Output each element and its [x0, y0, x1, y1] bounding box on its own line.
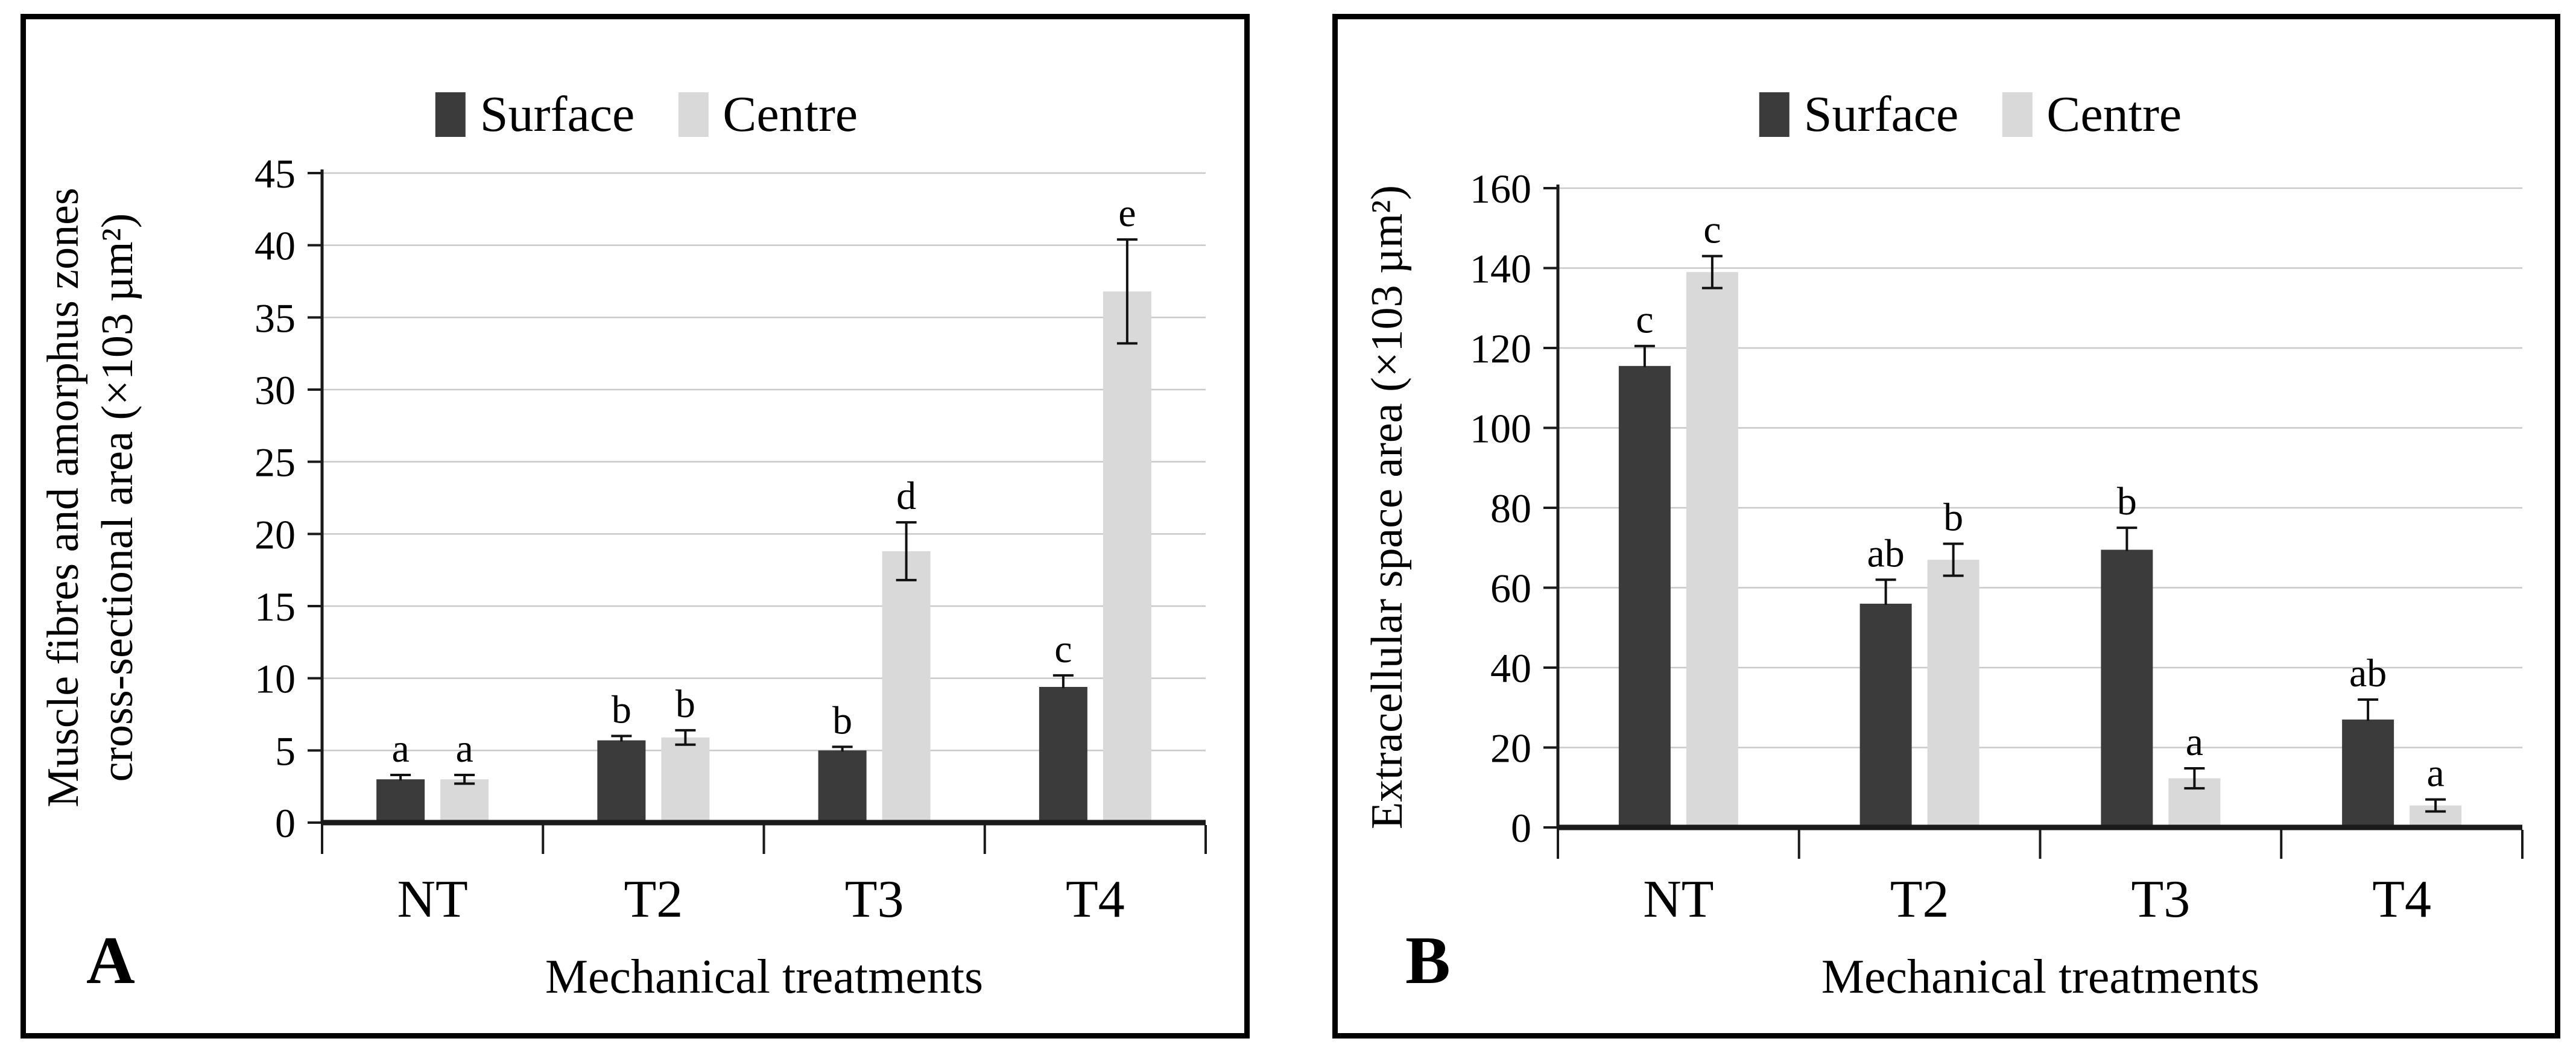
bar-centre-t3 — [882, 551, 931, 823]
significance-letter: c — [1703, 208, 1721, 252]
y-tick-label: 20 — [255, 511, 296, 557]
bar-surface-t2 — [597, 740, 646, 823]
panel-b: Surface Centre Extracellular space area … — [1332, 14, 2560, 1039]
x-axis-title: Mechanical treatments — [1821, 950, 2260, 1004]
significance-letter: b — [676, 682, 695, 726]
x-category-label: NT — [397, 870, 467, 929]
significance-letter: a — [455, 727, 473, 771]
bar-surface-t4 — [1039, 687, 1087, 823]
x-category-label: T3 — [845, 870, 904, 929]
significance-letter: c — [1054, 627, 1072, 671]
significance-letter: b — [2117, 479, 2137, 523]
bar-surface-t3 — [818, 750, 867, 823]
y-tick-label: 40 — [1490, 645, 1531, 691]
legend-label-surface: Surface — [1803, 86, 1959, 142]
significance-letter: c — [1636, 298, 1653, 342]
y-tick-label: 10 — [255, 656, 296, 702]
legend: Surface Centre — [435, 89, 858, 140]
y-tick-label: 40 — [255, 223, 296, 269]
y-tick-label: 20 — [1490, 726, 1531, 771]
legend: Surface Centre — [1759, 89, 2182, 140]
y-tick-label: 0 — [1511, 805, 1531, 851]
y-tick-label: 60 — [1490, 566, 1531, 612]
bar-surface-nt — [1618, 365, 1671, 827]
plot-area: a b b c a b d e 0 5 10 15 20 25 30 35 40 45 NT T2 T3 T4 — [255, 151, 1207, 929]
bar-centre-t2 — [661, 737, 710, 823]
panel-label: A — [86, 923, 135, 998]
bar-centre-t4 — [1103, 291, 1151, 823]
legend-label-centre: Centre — [723, 86, 858, 142]
legend-item-surface: Surface — [435, 89, 635, 140]
legend-swatch-centre — [678, 92, 709, 137]
x-category-label: T4 — [1066, 870, 1125, 929]
significance-letter: ab — [2349, 651, 2387, 695]
panel-label: B — [1405, 923, 1451, 998]
y-tick-label: 80 — [1490, 485, 1531, 531]
y-tick-label: 45 — [255, 151, 296, 197]
y-tick-label: 5 — [275, 728, 296, 774]
significance-letter: ab — [1867, 531, 1904, 575]
y-tick-label: 30 — [255, 367, 296, 413]
significance-letter: b — [832, 698, 852, 742]
x-axis-title: Mechanical treatments — [545, 950, 984, 1004]
y-tick-label: 0 — [275, 800, 296, 846]
legend-item-centre: Centre — [678, 89, 858, 140]
y-tick-label: 140 — [1470, 246, 1531, 292]
x-category-label: T2 — [1890, 870, 1949, 929]
significance-letter: a — [2186, 720, 2203, 764]
significance-letter: a — [391, 727, 409, 771]
significance-letter: b — [612, 688, 631, 732]
legend-label-centre: Centre — [2046, 86, 2182, 142]
bar-centre-t2 — [1927, 560, 1979, 827]
y-tick-label: 120 — [1470, 326, 1531, 371]
legend-swatch-surface — [1759, 92, 1790, 137]
x-category-label: NT — [1643, 870, 1714, 929]
y-tick-label: 15 — [255, 584, 296, 630]
bar-centre-nt — [440, 779, 489, 823]
panel-a: Surface Centre Muscle fibres and amorphu… — [21, 14, 1250, 1039]
bar-centre-nt — [1686, 272, 1738, 827]
y-tick-label: 35 — [255, 295, 296, 341]
x-category-label: T4 — [2372, 870, 2431, 929]
legend-label-surface: Surface — [479, 86, 635, 142]
significance-letter: a — [2426, 751, 2444, 795]
y-tick-label: 100 — [1470, 406, 1531, 452]
significance-letter: d — [896, 474, 916, 518]
bar-surface-t2 — [1859, 604, 1912, 827]
y-tick-label: 25 — [255, 440, 296, 485]
x-category-label: T2 — [624, 870, 683, 929]
legend-swatch-centre — [2002, 92, 2033, 137]
bar-surface-t4 — [2342, 719, 2394, 827]
x-category-label: T3 — [2131, 870, 2190, 929]
legend-swatch-surface — [435, 92, 466, 137]
bar-surface-t3 — [2101, 549, 2153, 827]
y-tick-label: 160 — [1470, 166, 1531, 212]
significance-letter: b — [1943, 496, 1963, 540]
legend-item-surface: Surface — [1759, 86, 1959, 142]
significance-letter: e — [1118, 191, 1136, 235]
legend-item-centre: Centre — [2002, 89, 2182, 140]
bar-surface-nt — [376, 779, 425, 823]
